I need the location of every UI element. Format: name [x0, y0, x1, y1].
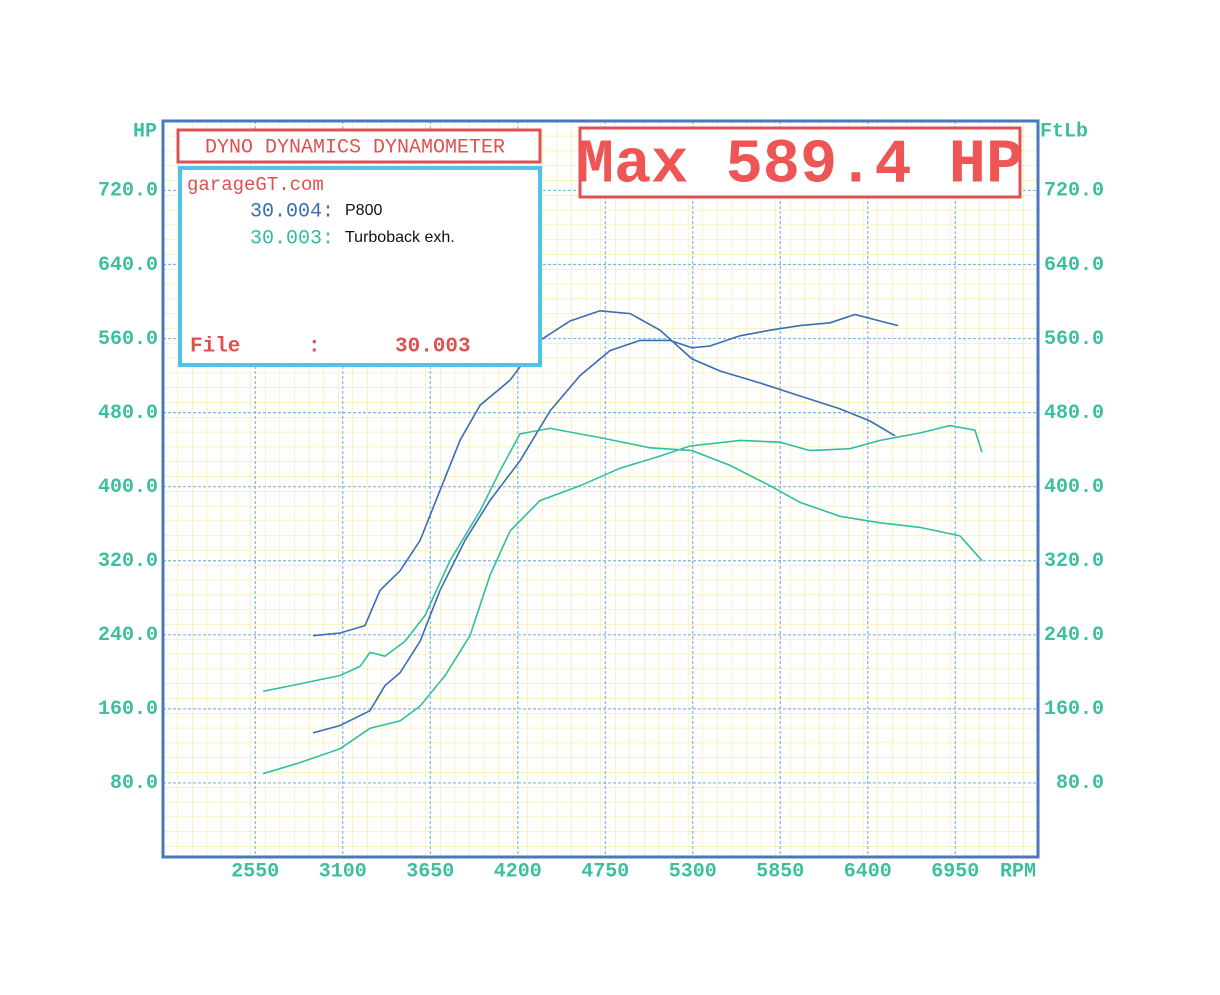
legend: 30.004: P800 30.003: Turboback exh. — [250, 200, 455, 250]
file-sep: : — [308, 336, 321, 359]
y2-axis-label: FtLb — [1040, 120, 1088, 143]
title-box — [176, 128, 542, 164]
legend-run: 30.003: — [250, 227, 334, 250]
info-source: garageGT.com — [187, 174, 324, 196]
y2-tick-label: 480.0 — [1044, 402, 1104, 425]
y2-tick-label: 240.0 — [1044, 624, 1104, 647]
annotation: Max 589.4 HP — [577, 129, 1023, 200]
x-tick-label: 3650 — [406, 860, 454, 883]
y-tick-label: 560.0 — [98, 328, 158, 351]
annotation-box — [578, 126, 1022, 199]
y-axis-label: HP — [133, 120, 157, 143]
y2-tick-label: 640.0 — [1044, 254, 1104, 277]
x-tick-label: 5300 — [669, 860, 717, 883]
y2-tick-label: 320.0 — [1044, 550, 1104, 573]
x-axis-label: RPM — [1000, 860, 1036, 883]
x-tick-label: 4200 — [494, 860, 542, 883]
legend-label: Turboback exh. — [345, 229, 455, 246]
y-tick-label: 160.0 — [98, 698, 158, 721]
x-tick-label: 2550 — [231, 860, 279, 883]
y2-tick-label: 560.0 — [1044, 328, 1104, 351]
lines — [262, 309, 983, 775]
file-label: File — [190, 336, 240, 359]
series-line — [262, 424, 983, 775]
info-box — [178, 166, 542, 367]
x-tick-label: 6950 — [931, 860, 979, 883]
series-line — [262, 427, 983, 693]
y-tick-label: 640.0 — [98, 254, 158, 277]
legend-run: 30.004: — [250, 200, 334, 223]
y2-tick-label: 80.0 — [1056, 772, 1104, 795]
y-tick-label: 400.0 — [98, 476, 158, 499]
x-tick-label: 4750 — [581, 860, 629, 883]
y-tick-label: 720.0 — [98, 180, 158, 203]
y2-tick-label: 720.0 — [1044, 180, 1104, 203]
y-tick-label: 240.0 — [98, 624, 158, 647]
x-tick-label: 5850 — [756, 860, 804, 883]
y-tick-label: 320.0 — [98, 550, 158, 573]
y2-tick-label: 160.0 — [1044, 698, 1104, 721]
series-line — [312, 313, 899, 734]
y2-tick-label: 400.0 — [1044, 476, 1104, 499]
y-tick-label: 80.0 — [110, 772, 158, 795]
series-line — [312, 309, 896, 637]
chart-title: DYNO DYNAMICS DYNAMOMETER — [205, 136, 505, 159]
plot-frame — [161, 119, 1040, 859]
x-tick-label: 3100 — [319, 860, 367, 883]
file-value: 30.003 — [395, 336, 471, 359]
y-tick-label: 480.0 — [98, 402, 158, 425]
legend-label: P800 — [345, 202, 382, 219]
x-tick-label: 6400 — [844, 860, 892, 883]
